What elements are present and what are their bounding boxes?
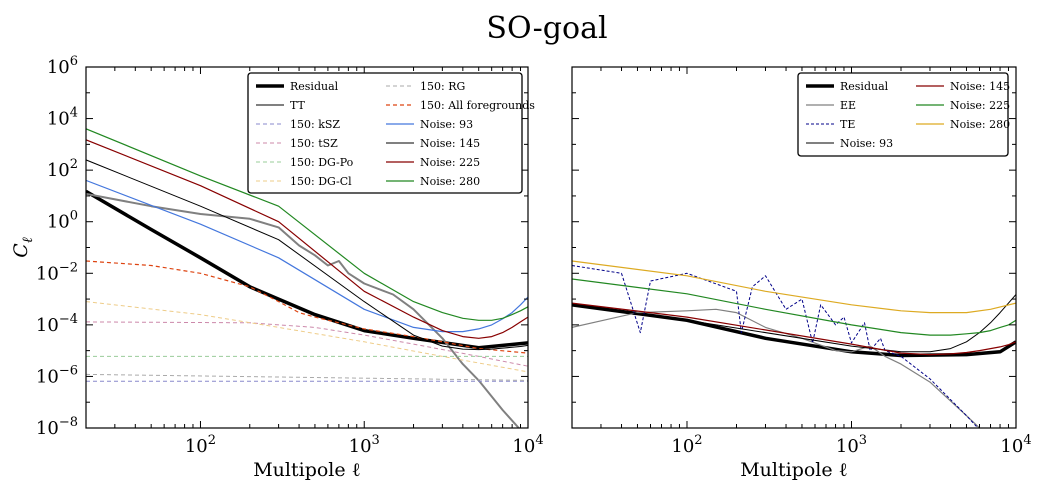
x-tick-label: 102: [671, 433, 702, 457]
legend-label: 150: All foregrounds: [420, 99, 535, 112]
series-line-0: [86, 189, 528, 350]
panel-left: 102 103 104 10−8 10−6 10−4 10−2 100 102 104 106 Mul…: [10, 54, 544, 481]
legend-label: Noise: 225: [420, 156, 480, 169]
legend-label: 150: kSZ: [290, 118, 340, 131]
legend-box: [247, 72, 523, 194]
plot-area: [572, 260, 1016, 428]
legend-label: 150: DG-Cl: [290, 175, 352, 188]
series-line-4: [572, 302, 1016, 356]
y-tick-label: 10−2: [36, 260, 78, 284]
legend-label: Noise: 93: [840, 137, 893, 150]
series-line-10: [86, 139, 528, 339]
x-tick-label: 104: [512, 433, 543, 457]
legend-label: Noise: 225: [950, 99, 1010, 112]
series-line-7: [86, 260, 528, 354]
legend-label: Noise: 93: [420, 118, 473, 131]
plot-area: [86, 128, 528, 428]
x-axis-label: Multipole ℓ: [253, 459, 361, 481]
legend-label: Noise: 280: [950, 118, 1010, 131]
y-tick-label: 10−6: [36, 363, 78, 387]
legend-label: Residual: [840, 80, 889, 93]
series-line-11: [86, 128, 528, 321]
legend-label: 150: DG-Po: [290, 156, 354, 169]
legend-box: [797, 72, 1009, 157]
legend-label: Noise: 145: [420, 137, 480, 150]
legend-label: Noise: 280: [420, 175, 480, 188]
x-tick-label: 103: [836, 433, 867, 457]
legend-label: Noise: 145: [950, 80, 1010, 93]
series-line-8: [86, 179, 528, 333]
series-line-6: [86, 373, 528, 381]
legend-label: Residual: [290, 80, 339, 93]
figure-title: SO-goal: [486, 11, 607, 46]
panel-right: 102 103 104 Multipole ℓ Residual EE TE Noise: 9…: [571, 66, 1032, 481]
legend-label: 150: tSZ: [290, 137, 338, 150]
x-axis-label: Multipole ℓ: [740, 459, 848, 481]
series-line-5: [572, 278, 1016, 336]
legend-label: TE: [840, 118, 855, 131]
legend-label: EE: [840, 99, 856, 112]
y-tick-label: 10−8: [36, 415, 78, 439]
y-axis-label: Cℓ: [10, 237, 36, 258]
x-tick-label: 103: [349, 433, 380, 457]
series-line-1: [572, 308, 981, 428]
series-line-1: [86, 192, 521, 428]
series-line-6: [572, 260, 1016, 314]
legend: Residual EE TE Noise: 93 Noise: 145 Noise: 22…: [797, 72, 1010, 157]
x-tick-label: 104: [1000, 433, 1031, 457]
series-line-0: [572, 303, 1016, 358]
y-tick-label: 102: [47, 157, 78, 181]
y-tick-label: 104: [47, 106, 78, 130]
legend: Residual TT 150: kSZ 150: tSZ 150: DG-Po 150:…: [247, 72, 535, 194]
x-tick-label: 102: [185, 433, 216, 457]
legend-label: TT: [290, 99, 306, 112]
series-line-3: [572, 294, 1016, 353]
legend-label: 150: RG: [420, 80, 465, 93]
series-line-9: [86, 159, 528, 351]
y-tick-label: 106: [47, 54, 78, 78]
y-tick-label: 10−4: [36, 312, 78, 336]
y-tick-label: 100: [47, 209, 78, 233]
